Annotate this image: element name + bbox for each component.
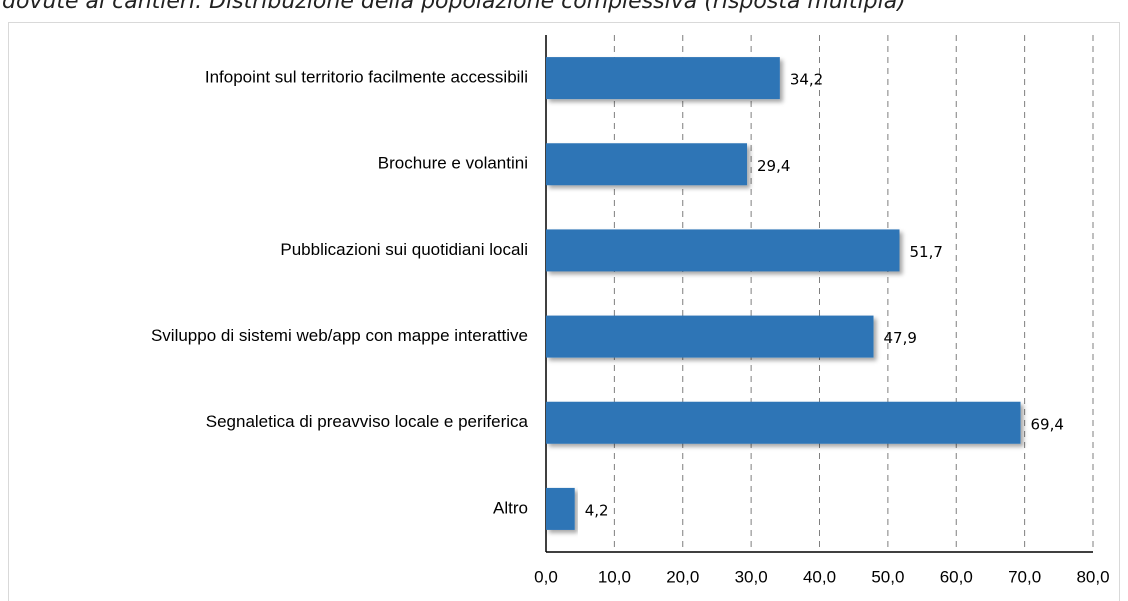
bar bbox=[546, 487, 575, 530]
x-tick-label: 70,0 bbox=[1008, 567, 1041, 586]
y-tick-label: Altro bbox=[493, 498, 528, 517]
x-tick-label: 10,0 bbox=[598, 567, 631, 586]
bar bbox=[546, 315, 874, 358]
bar bbox=[546, 57, 780, 100]
chart-title: dovute ai cantieri. Distribuzione della … bbox=[2, 0, 906, 14]
bar bbox=[546, 229, 900, 272]
x-tick-label: 50,0 bbox=[871, 567, 904, 586]
x-tick-label: 20,0 bbox=[666, 567, 699, 586]
value-label: 29,4 bbox=[757, 157, 790, 175]
bar bbox=[546, 401, 1021, 444]
y-tick-label: Sviluppo di sistemi web/app con mappe in… bbox=[151, 326, 528, 345]
y-tick-label: Pubblicazioni sui quotidiani locali bbox=[280, 240, 528, 259]
x-tick-label: 40,0 bbox=[803, 567, 836, 586]
value-label: 47,9 bbox=[884, 329, 917, 347]
value-label: 34,2 bbox=[790, 71, 823, 89]
value-label: 69,4 bbox=[1031, 415, 1064, 433]
x-tick-label: 0,0 bbox=[534, 567, 558, 586]
value-label: 4,2 bbox=[585, 501, 609, 519]
y-tick-label: Brochure e volantini bbox=[378, 154, 528, 173]
x-tick-label: 60,0 bbox=[940, 567, 973, 586]
y-tick-label: Infopoint sul territorio facilmente acce… bbox=[205, 68, 528, 87]
y-tick-label: Segnaletica di preavviso locale e perife… bbox=[206, 412, 529, 431]
x-tick-label: 30,0 bbox=[735, 567, 768, 586]
value-label: 51,7 bbox=[909, 243, 942, 261]
bar bbox=[546, 143, 748, 186]
x-tick-label: 80,0 bbox=[1076, 567, 1109, 586]
